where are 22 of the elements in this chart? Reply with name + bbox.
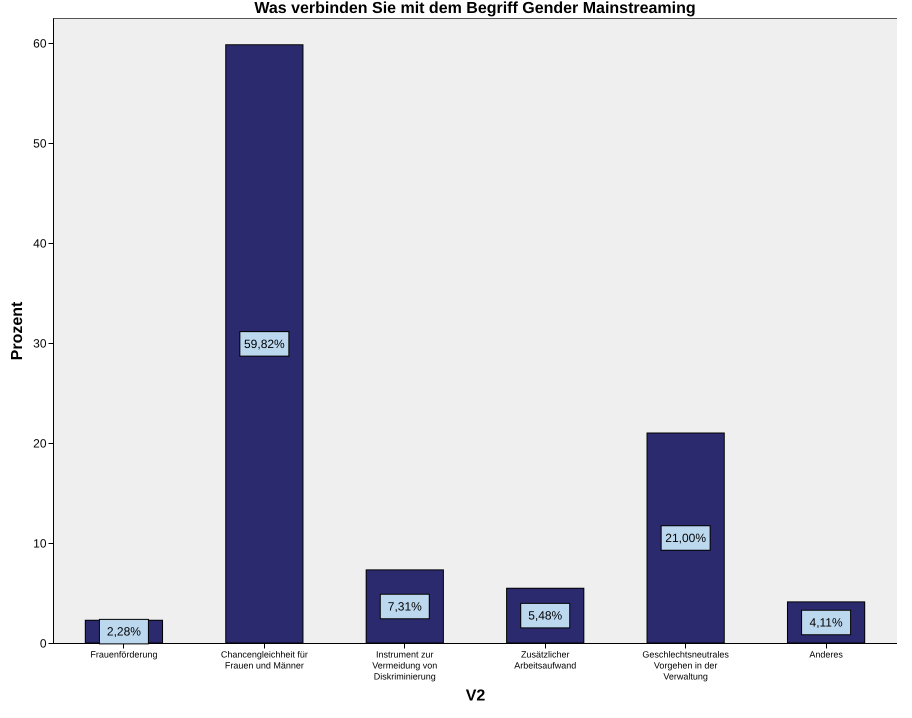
x-tick-label: Instrument zur Vermeidung von Diskriminierung bbox=[372, 650, 438, 682]
x-tick-label: Zusätzlicher Arbeitsaufwand bbox=[514, 650, 576, 670]
y-tick-label: 60 bbox=[33, 36, 47, 50]
x-tick-label: Frauenförderung bbox=[90, 650, 158, 660]
data-label: 4,11% bbox=[810, 615, 843, 630]
y-axis-title: Prozent bbox=[9, 300, 26, 360]
y-tick-label: 50 bbox=[33, 136, 47, 150]
data-label: 21,00% bbox=[665, 531, 706, 545]
data-label: 59,82% bbox=[244, 336, 286, 351]
data-label: 2,28% bbox=[106, 624, 142, 639]
x-tick-label: Chancengleichheit für Frauen und Männer bbox=[220, 650, 308, 670]
x-tick-label: Anderes bbox=[809, 650, 844, 660]
data-label: 5,48% bbox=[528, 608, 563, 623]
chart-title: Was verbinden Sie mit dem Begriff Gender Mainstreaming bbox=[254, 0, 696, 17]
y-tick-label: 10 bbox=[33, 536, 47, 550]
y-tick-label: 0 bbox=[40, 636, 47, 650]
data-label: 7,31% bbox=[388, 599, 422, 614]
y-tick-label: 40 bbox=[33, 236, 47, 250]
y-tick-label: 30 bbox=[33, 336, 47, 350]
y-tick-label: 20 bbox=[33, 436, 47, 450]
x-tick-label: Geschlechtsneutrales Vorgehen in der Verwaltung bbox=[642, 650, 730, 682]
x-axis-title: V2 bbox=[466, 688, 486, 704]
